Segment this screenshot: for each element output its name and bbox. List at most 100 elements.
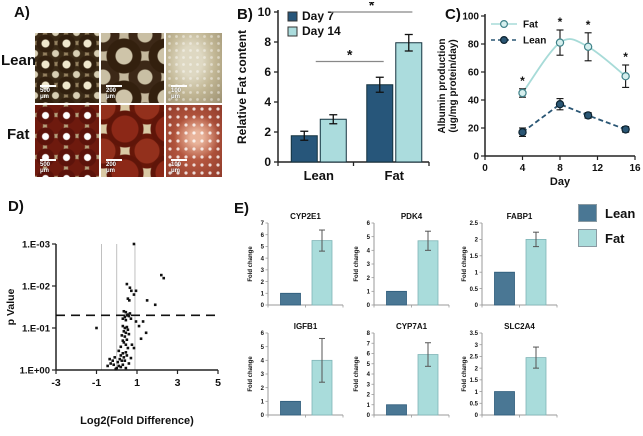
panel-c: C) 0 20 40 60 80 100 0 4 8 12 16 Day Albumin product… bbox=[435, 2, 643, 192]
micrograph-lean-100um: 100 μm bbox=[166, 33, 222, 103]
volcano-scatter-plot: 1.E-03 1.E-02 1.E-01 1.E+00-3 -1 1 3 5 p Value Lo… bbox=[5, 240, 221, 428]
legend-item-fat: Fat bbox=[578, 229, 635, 247]
svg-text:2: 2 bbox=[367, 276, 371, 282]
svg-text:Albumin production: Albumin production bbox=[437, 39, 448, 134]
svg-text:1.E+00: 1.E+00 bbox=[20, 366, 50, 377]
svg-text:1.E-02: 1.E-02 bbox=[22, 282, 50, 293]
svg-text:100: 100 bbox=[462, 12, 479, 23]
micrograph-fat-100um: 100 μm bbox=[166, 105, 222, 177]
row-label-fat: Fat bbox=[7, 126, 30, 143]
svg-text:p Value: p Value bbox=[5, 288, 17, 325]
panel-a-label: A) bbox=[14, 4, 30, 21]
panel-d: D) 1.E-03 1.E-02 1.E-01 1.E+00 -3 -1 1 3 5 p Valu… bbox=[2, 192, 230, 434]
svg-text:0: 0 bbox=[261, 413, 265, 419]
svg-text:10: 10 bbox=[258, 5, 272, 19]
albumin-line-chart: 0 20 40 60 80 100 0 4 8 12 16 Day Albumin production… bbox=[437, 12, 641, 189]
svg-text:60: 60 bbox=[468, 68, 480, 79]
svg-text:5: 5 bbox=[367, 235, 371, 241]
svg-text:3.5: 3.5 bbox=[470, 331, 479, 337]
svg-text:2: 2 bbox=[475, 366, 479, 372]
gene-bar-chart-slc2a4: SLC2A4 0 0.5 1 1.5 2 2.5 3 3.5 Fold change bbox=[462, 322, 558, 419]
svg-text:Fold change: Fold change bbox=[354, 356, 360, 392]
svg-text:20: 20 bbox=[468, 124, 480, 135]
svg-text:1.E-01: 1.E-01 bbox=[22, 324, 51, 335]
legend-label-lean: Lean bbox=[605, 205, 636, 221]
svg-text:5: 5 bbox=[367, 362, 371, 368]
svg-text:6: 6 bbox=[264, 65, 271, 79]
scale-bar: 100 μm bbox=[171, 159, 187, 174]
svg-text:3: 3 bbox=[175, 377, 181, 389]
svg-text:IGFB1: IGFB1 bbox=[294, 322, 318, 331]
svg-text:Lean: Lean bbox=[523, 36, 546, 47]
svg-text:4: 4 bbox=[261, 256, 265, 262]
svg-text:8: 8 bbox=[264, 35, 271, 49]
svg-text:0: 0 bbox=[473, 152, 479, 163]
svg-text:5: 5 bbox=[261, 345, 265, 351]
svg-text:SLC2A4: SLC2A4 bbox=[504, 322, 535, 331]
svg-text:FABP1: FABP1 bbox=[507, 212, 533, 221]
gene-bar-chart-pdk4: PDK4 0 1 2 3 4 5 6 Fold change bbox=[354, 212, 450, 309]
svg-text:1: 1 bbox=[367, 290, 371, 296]
svg-text:7: 7 bbox=[261, 221, 265, 227]
svg-text:4: 4 bbox=[520, 163, 526, 174]
svg-text:2.5: 2.5 bbox=[470, 355, 479, 361]
svg-text:0: 0 bbox=[475, 303, 479, 309]
gene-bar-chart-cyp2e1: CYP2E1 0 1 2 3 4 5 6 7 Fold change bbox=[248, 212, 344, 309]
svg-text:*: * bbox=[369, 2, 375, 13]
svg-text:2: 2 bbox=[367, 393, 371, 399]
svg-text:Fold change: Fold change bbox=[248, 246, 254, 282]
svg-text:(ug/mg protein/day): (ug/mg protein/day) bbox=[448, 39, 459, 132]
svg-text:-3: -3 bbox=[51, 377, 60, 389]
panel-e-legend: Lean Fat bbox=[578, 204, 635, 254]
svg-text:16: 16 bbox=[629, 163, 641, 174]
svg-text:1: 1 bbox=[475, 270, 479, 276]
svg-text:2: 2 bbox=[475, 238, 479, 244]
svg-text:0: 0 bbox=[261, 303, 265, 309]
svg-text:5: 5 bbox=[215, 377, 221, 389]
svg-text:*: * bbox=[558, 15, 563, 29]
svg-text:3: 3 bbox=[475, 343, 479, 349]
svg-text:1: 1 bbox=[134, 377, 140, 389]
panel-c-label: C) bbox=[445, 6, 461, 23]
svg-text:8: 8 bbox=[367, 331, 371, 337]
svg-text:0: 0 bbox=[482, 163, 488, 174]
lean-swatch bbox=[578, 204, 597, 222]
micrograph-lean-500um: 500 μm bbox=[35, 33, 99, 103]
svg-text:-1: -1 bbox=[92, 377, 101, 389]
svg-text:Fold change: Fold change bbox=[462, 246, 468, 282]
svg-text:PDK4: PDK4 bbox=[401, 212, 423, 221]
svg-text:1.E-03: 1.E-03 bbox=[22, 240, 50, 251]
svg-text:6: 6 bbox=[367, 352, 371, 358]
svg-text:3: 3 bbox=[367, 262, 371, 268]
panel-b: B) 0 2 4 6 8 10 Relative Fat content Lean Fat Day… bbox=[232, 2, 435, 190]
scale-bar: 100 μm bbox=[171, 85, 187, 100]
svg-text:Day 7: Day 7 bbox=[302, 9, 334, 23]
svg-text:Fat: Fat bbox=[523, 20, 539, 31]
svg-text:Lean: Lean bbox=[304, 168, 334, 183]
svg-text:12: 12 bbox=[592, 163, 604, 174]
svg-text:2: 2 bbox=[261, 386, 265, 392]
svg-text:*: * bbox=[347, 47, 353, 63]
svg-text:1.5: 1.5 bbox=[470, 378, 479, 384]
svg-text:8: 8 bbox=[557, 163, 563, 174]
svg-text:0.5: 0.5 bbox=[470, 401, 479, 407]
svg-text:*: * bbox=[586, 18, 591, 32]
svg-text:40: 40 bbox=[468, 96, 480, 107]
gene-bar-chart-cyp7a1: CYP7A1 0 1 2 3 4 5 6 7 8 Fold change bbox=[354, 322, 450, 419]
svg-text:0: 0 bbox=[475, 413, 479, 419]
svg-text:2.5: 2.5 bbox=[470, 221, 479, 227]
svg-text:Day: Day bbox=[550, 176, 571, 188]
svg-text:0: 0 bbox=[367, 303, 371, 309]
scale-bar: 200 μm bbox=[106, 159, 122, 174]
svg-text:4: 4 bbox=[367, 372, 371, 378]
svg-text:6: 6 bbox=[261, 233, 265, 239]
scale-bar: 200 μm bbox=[106, 85, 122, 100]
svg-text:2: 2 bbox=[264, 125, 271, 139]
svg-text:3: 3 bbox=[367, 382, 371, 388]
svg-text:6: 6 bbox=[367, 221, 371, 227]
svg-text:1: 1 bbox=[367, 403, 371, 409]
panel-e-label: E) bbox=[234, 200, 249, 217]
svg-text:6: 6 bbox=[261, 331, 265, 337]
row-label-lean: Lean bbox=[1, 52, 37, 69]
svg-text:Fold change: Fold change bbox=[248, 356, 254, 392]
